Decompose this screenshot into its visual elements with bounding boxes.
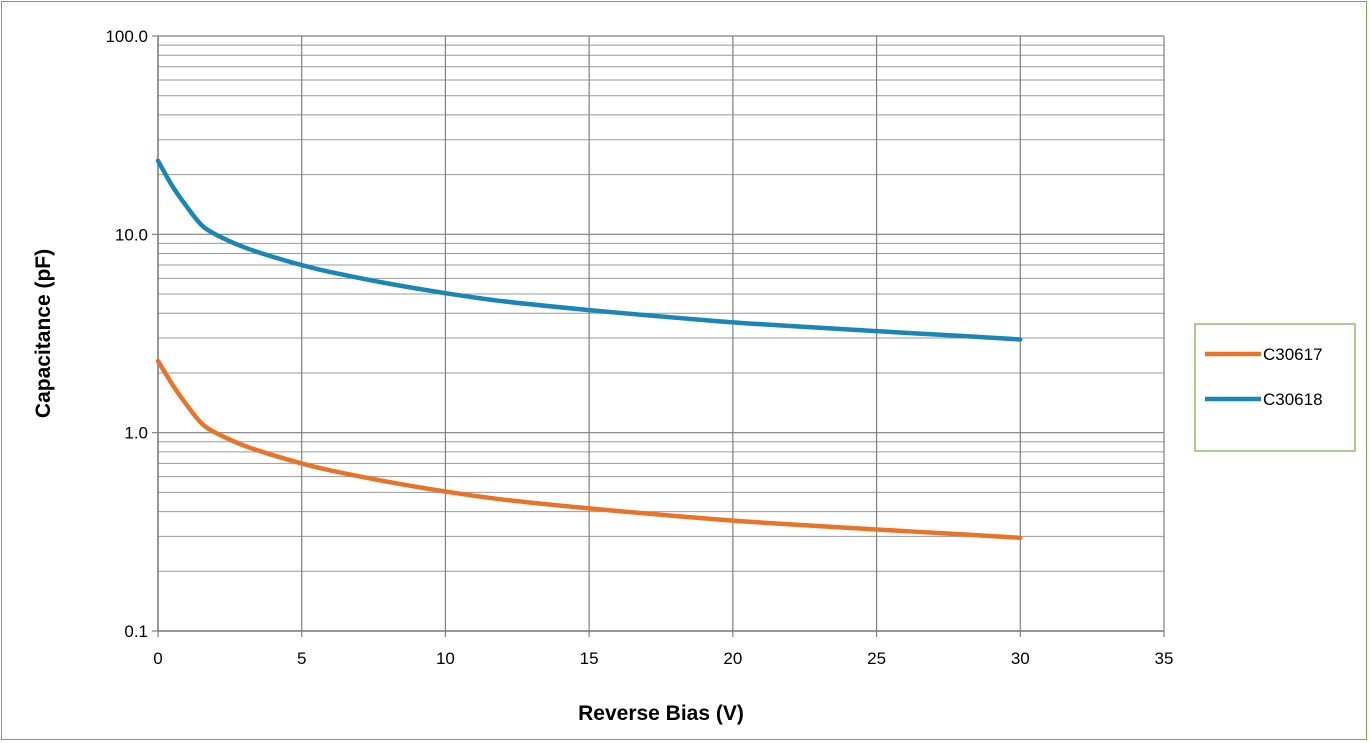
x-tick-label: 25 (867, 649, 886, 668)
axes (152, 35, 1165, 637)
legend-label: C30617 (1263, 345, 1323, 364)
series-line-c30618 (155, 158, 1023, 342)
x-axis-title: Reverse Bias (V) (578, 702, 744, 725)
x-tick-label: 10 (436, 649, 455, 668)
y-tick-label: 100.0 (105, 27, 148, 46)
x-tick-label: 0 (153, 649, 162, 668)
x-tick-label: 15 (580, 649, 599, 668)
x-tick-label: 35 (1155, 649, 1174, 668)
x-tick-labels: 0 5 10 15 20 25 30 35 (153, 649, 1173, 668)
minor-gridlines (158, 44, 1164, 572)
y-axis-title: Capacitance (pF) (32, 249, 55, 418)
y-tick-label: 10.0 (115, 225, 148, 244)
legend: C30617 C30618 (1194, 323, 1356, 452)
series-lines (155, 158, 1023, 541)
y-tick-label: 0.1 (124, 622, 148, 641)
legend-box (1194, 323, 1356, 452)
major-gridlines (157, 35, 1165, 632)
legend-label: C30618 (1263, 390, 1323, 409)
x-tick-label: 5 (297, 649, 306, 668)
series-line-c30617 (155, 358, 1023, 541)
x-tick-label: 30 (1011, 649, 1030, 668)
x-tick-label: 20 (723, 649, 742, 668)
y-tick-labels: 0.1 1.0 10.0 100.0 (105, 27, 148, 641)
y-tick-label: 1.0 (124, 424, 148, 443)
